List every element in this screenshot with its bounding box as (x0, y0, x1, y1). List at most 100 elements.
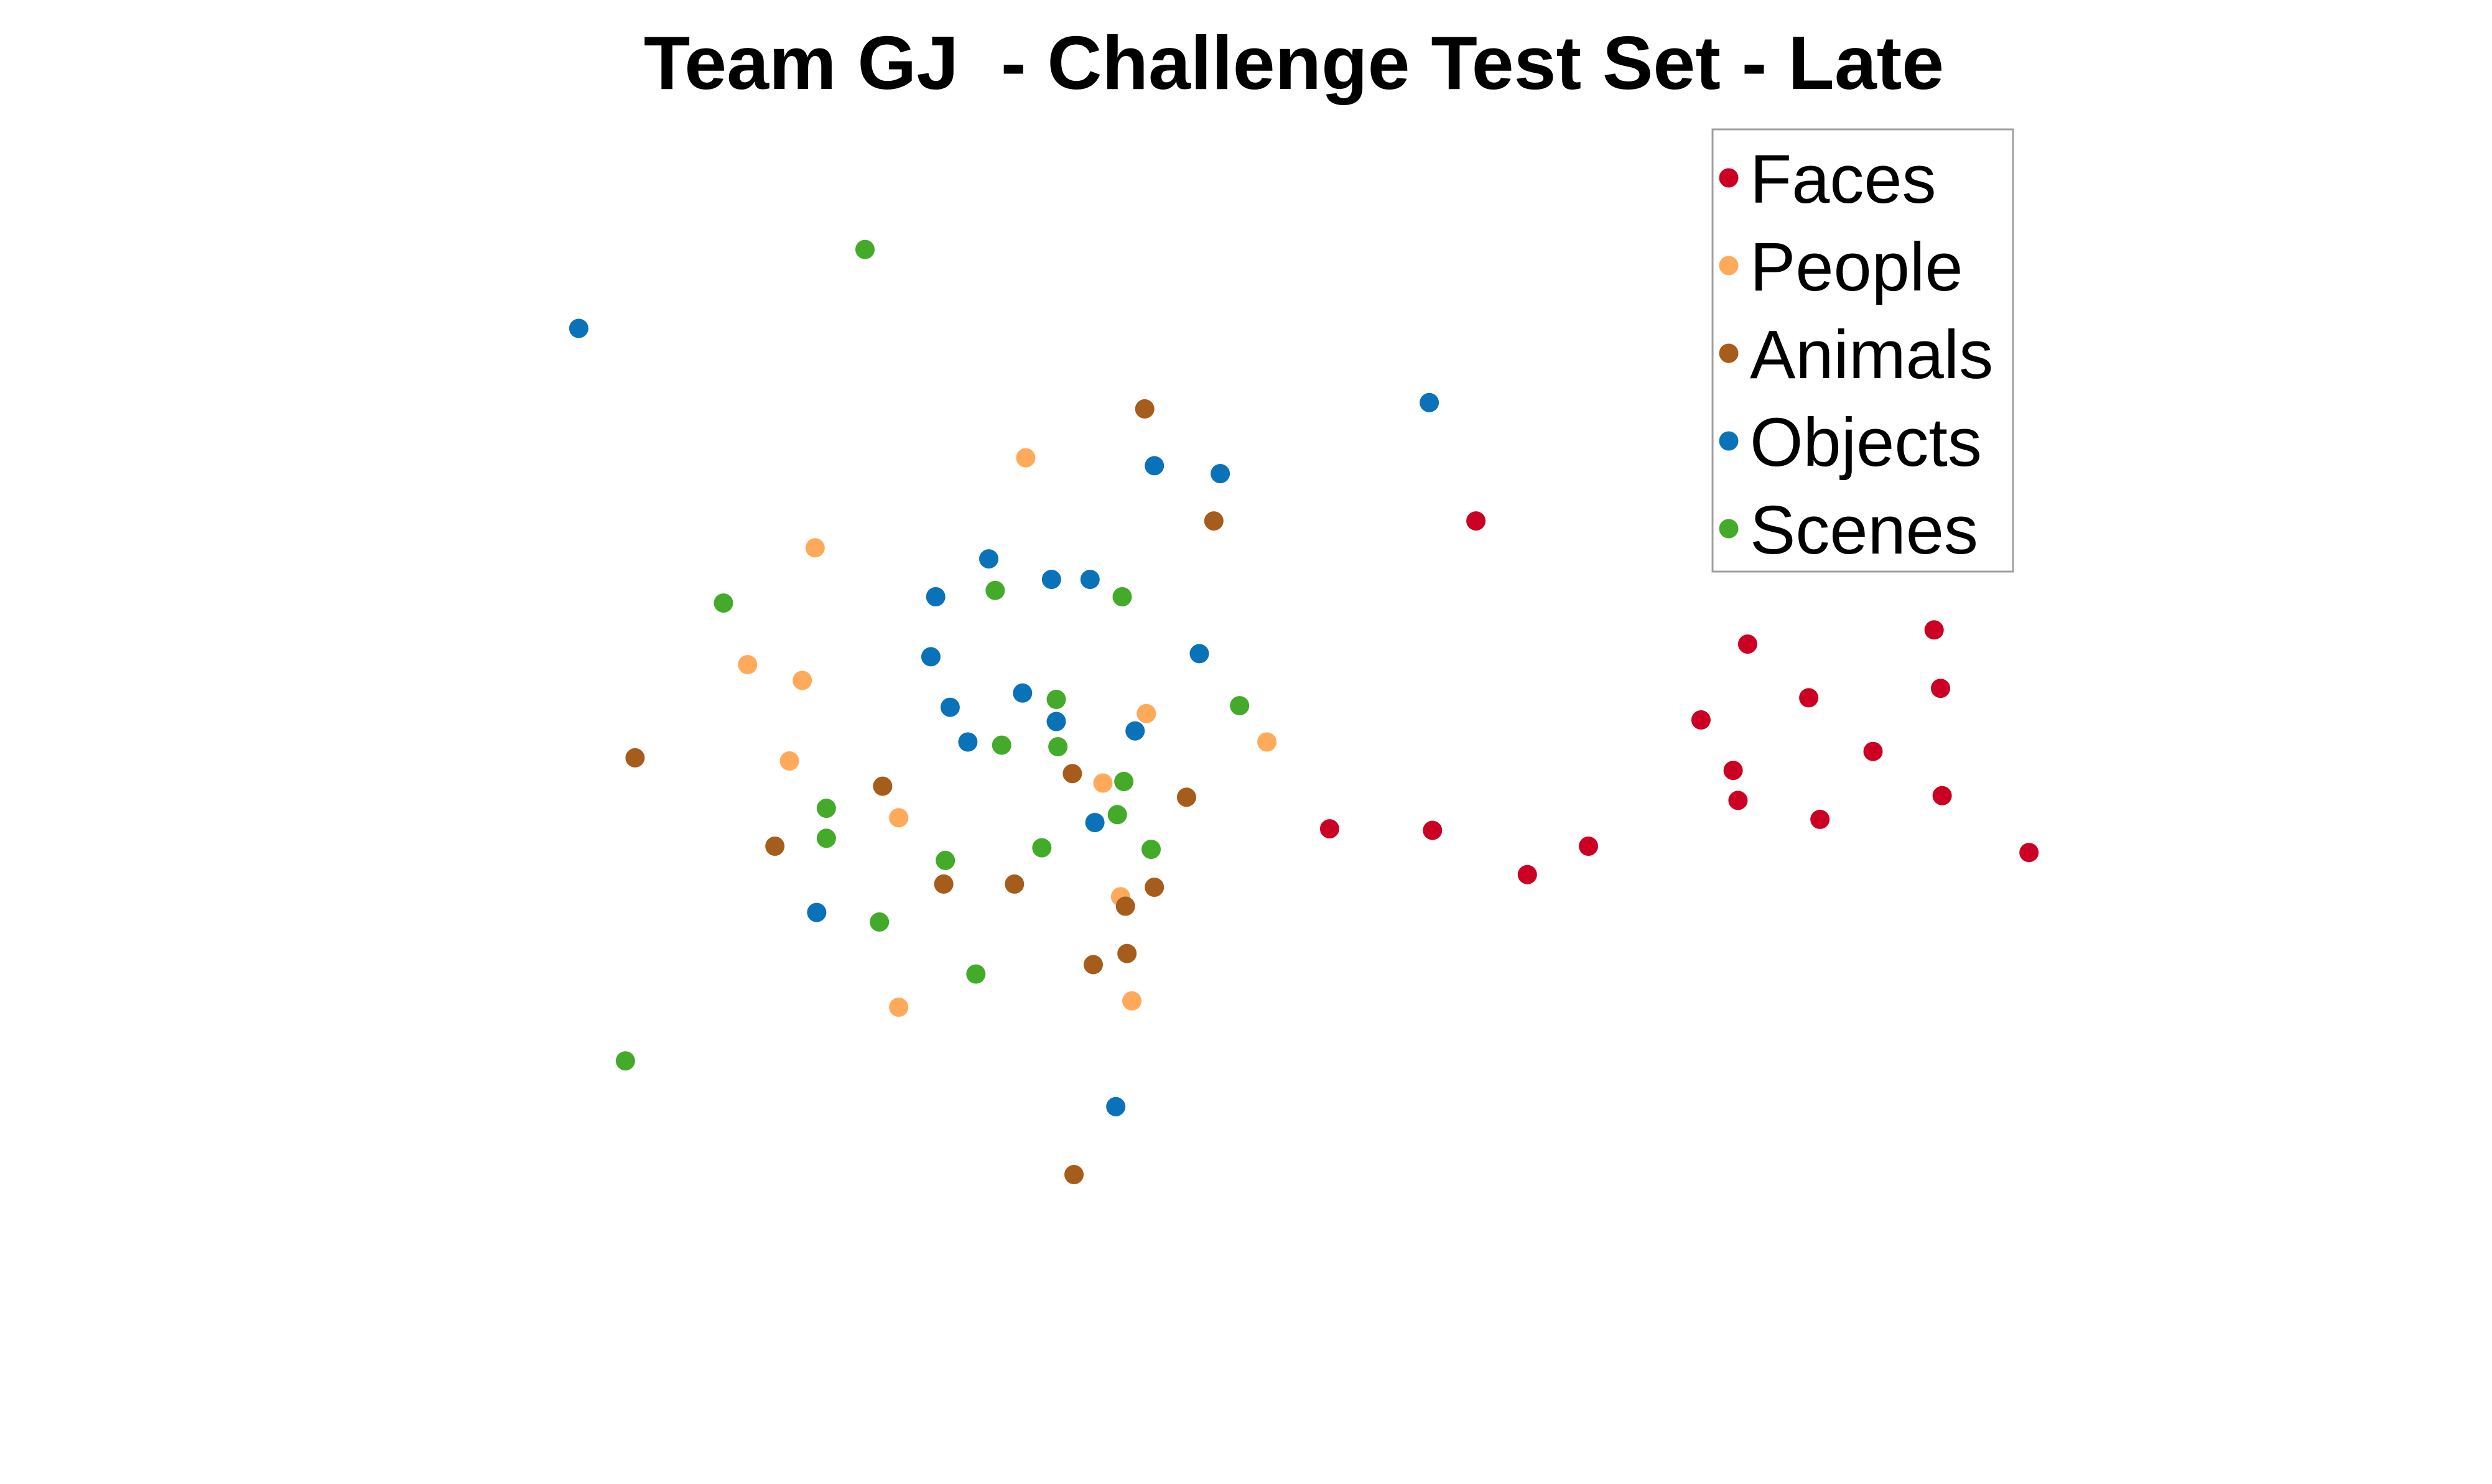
point-faces-1 (1466, 511, 1486, 531)
point-scenes-3 (985, 580, 1005, 600)
point-scenes-17 (966, 964, 986, 984)
point-faces-8 (1723, 761, 1743, 781)
legend-item-people: People (1719, 229, 1963, 305)
point-scenes-13 (1032, 838, 1052, 858)
point-people-1 (1016, 448, 1036, 468)
point-faces-6 (1691, 710, 1711, 730)
point-objects-14 (1125, 721, 1145, 741)
point-faces-7 (1863, 741, 1883, 761)
point-objects-11 (1013, 683, 1033, 703)
point-animals-14 (1064, 1165, 1084, 1184)
point-objects-15 (958, 732, 978, 752)
point-scenes-14 (1141, 840, 1161, 860)
legend-label-animals: Animals (1750, 317, 1993, 393)
point-faces-9 (1728, 791, 1748, 810)
point-animals-5 (1062, 764, 1082, 784)
legend-marker-people (1719, 256, 1739, 276)
point-people-5 (1137, 703, 1156, 723)
point-animals-10 (1145, 878, 1165, 897)
point-faces-3 (1924, 620, 1944, 640)
legend-marker-faces (1719, 168, 1739, 188)
legend-item-animals: Animals (1719, 317, 1993, 393)
legend-label-faces: Faces (1750, 141, 1936, 218)
point-objects-17 (807, 902, 827, 922)
point-animals-3 (625, 748, 645, 768)
point-scenes-11 (1107, 805, 1127, 825)
point-objects-7 (1080, 570, 1100, 590)
legend-marker-animals (1719, 343, 1739, 363)
point-faces-4 (1931, 679, 1950, 698)
point-people-2 (805, 538, 825, 558)
point-faces-14 (1579, 837, 1598, 856)
legend-marker-scenes (1719, 519, 1739, 539)
point-people-9 (889, 808, 909, 828)
point-objects-18 (1106, 1097, 1126, 1116)
point-scenes-4 (1112, 587, 1132, 606)
point-people-8 (1093, 773, 1113, 793)
point-objects-1 (569, 318, 588, 338)
point-animals-4 (873, 776, 893, 796)
legend-label-objects: Objects (1750, 404, 1982, 481)
legend-item-faces: Faces (1719, 141, 1936, 218)
point-animals-13 (1084, 955, 1103, 975)
point-scenes-12 (816, 828, 836, 848)
point-scenes-16 (870, 912, 890, 932)
point-scenes-2 (714, 593, 733, 613)
point-objects-13 (1046, 712, 1066, 731)
point-people-3 (738, 655, 758, 675)
point-objects-5 (979, 549, 998, 569)
point-objects-12 (940, 697, 960, 717)
point-animals-6 (1176, 787, 1196, 807)
point-faces-12 (1319, 819, 1339, 839)
point-people-4 (793, 670, 812, 690)
legend-items: Faces People Animals Objects Scenes (1719, 141, 1993, 568)
legend-label-scenes: Scenes (1750, 492, 1978, 568)
point-faces-2 (1737, 634, 1757, 654)
series-scenes (615, 239, 1250, 1071)
point-people-11 (1122, 991, 1141, 1011)
point-animals-12 (1117, 944, 1137, 963)
point-objects-4 (1211, 464, 1230, 483)
data-points (569, 239, 2039, 1184)
series-people (738, 448, 1277, 1017)
point-faces-15 (1517, 865, 1537, 884)
legend-item-scenes: Scenes (1719, 492, 1978, 568)
point-objects-16 (1085, 813, 1105, 832)
point-people-7 (779, 751, 799, 771)
point-animals-7 (765, 837, 785, 856)
point-scenes-18 (615, 1051, 635, 1071)
point-scenes-5 (1046, 690, 1066, 709)
chart-title: Team GJ - Challenge Test Set - Late (644, 21, 1944, 105)
legend-box (1711, 128, 2014, 573)
legend-label-people: People (1750, 229, 1963, 305)
legend-item-objects: Objects (1719, 404, 1982, 481)
point-scenes-10 (816, 799, 836, 819)
series-animals (625, 399, 1224, 1184)
point-scenes-6 (1230, 696, 1250, 716)
point-objects-8 (926, 587, 946, 606)
point-scenes-8 (1048, 737, 1068, 757)
point-objects-9 (921, 647, 941, 667)
point-people-6 (1257, 732, 1277, 752)
legend: Faces People Animals Objects Scenes (1711, 128, 2014, 573)
point-objects-2 (1420, 392, 1439, 412)
series-objects (569, 318, 1439, 1116)
point-animals-2 (1204, 511, 1224, 531)
point-scenes-7 (992, 735, 1011, 755)
point-objects-6 (1041, 570, 1061, 590)
point-scenes-15 (936, 850, 955, 870)
point-animals-9 (1005, 874, 1025, 894)
point-faces-16 (2019, 843, 2039, 863)
point-scenes-9 (1114, 772, 1134, 791)
point-faces-10 (1932, 786, 1952, 805)
legend-marker-objects (1719, 431, 1739, 451)
point-objects-3 (1145, 456, 1165, 476)
point-faces-5 (1799, 688, 1819, 708)
point-scenes-1 (855, 239, 875, 259)
point-objects-10 (1189, 644, 1209, 664)
point-animals-11 (1115, 896, 1135, 916)
point-animals-1 (1135, 399, 1155, 419)
point-people-12 (889, 997, 909, 1017)
